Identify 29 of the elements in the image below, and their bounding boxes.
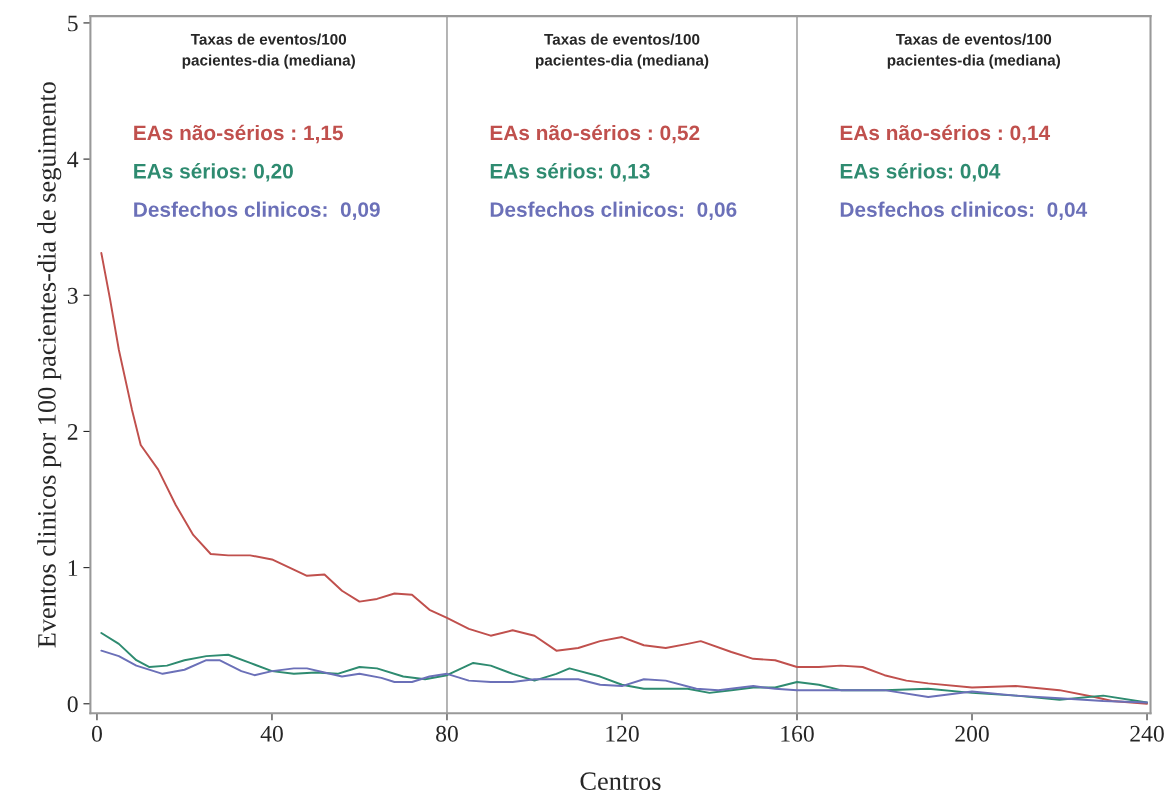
annotation: Desfechos clinicos: 0,09: [134, 201, 380, 220]
annotation: EAs sérios: 0,04: [840, 163, 1001, 182]
line-series: [100, 252, 1148, 705]
annotation: EAs não-sérios : 0,52: [490, 124, 700, 144]
x-axis-title: Centros: [580, 772, 661, 791]
x-tick-label: 0: [91, 725, 102, 742]
annotation: EAs sérios: 0,20: [134, 163, 293, 182]
x-tick-label: 40: [260, 725, 283, 742]
annotation: EAs sérios: 0,13: [490, 163, 650, 182]
y-tick-label: 0: [67, 696, 78, 713]
x-tick-label: 80: [436, 725, 458, 742]
line-series: [100, 649, 1148, 704]
y-tick-label: 1: [68, 560, 78, 576]
annotation: Taxas de eventos/100 pacientes-dia (mediana): [535, 33, 709, 69]
y-tick-label: 5: [68, 15, 78, 32]
annotation: Taxas de eventos/100 pacientes-dia (mediana): [887, 33, 1061, 69]
x-tick-label: 240: [1130, 725, 1164, 742]
y-axis-title: Eventos clinicos por 100 pacientes-dia de seguimento: [37, 82, 62, 648]
y-tick-label: 2: [67, 424, 78, 440]
x-tick-label: 200: [955, 725, 989, 742]
y-tick-label: 4: [67, 151, 79, 168]
y-tick-label: 3: [67, 287, 78, 304]
annotation: EAs não-sérios : 0,14: [840, 124, 1051, 144]
annotation: Taxas de eventos/100 pacientes-dia (mediana): [182, 33, 355, 69]
x-tick-label: 160: [781, 725, 814, 742]
annotation: EAs não-sérios : 1,15: [134, 124, 343, 144]
x-tick-label: 120: [606, 725, 639, 742]
annotation: Desfechos clinicos: 0,04: [840, 201, 1088, 220]
annotation: Desfechos clinicos: 0,06: [490, 201, 737, 220]
